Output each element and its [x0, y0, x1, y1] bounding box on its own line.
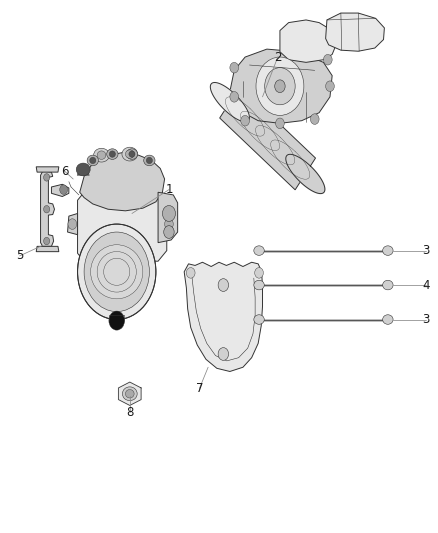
Ellipse shape — [122, 387, 137, 401]
Ellipse shape — [126, 149, 138, 159]
Polygon shape — [230, 49, 332, 123]
Ellipse shape — [90, 157, 96, 164]
Polygon shape — [162, 214, 175, 235]
Ellipse shape — [91, 245, 143, 299]
Ellipse shape — [265, 68, 295, 105]
Polygon shape — [80, 152, 165, 211]
Ellipse shape — [165, 219, 173, 229]
Ellipse shape — [109, 311, 124, 330]
Text: 3: 3 — [422, 313, 429, 326]
Ellipse shape — [60, 185, 67, 195]
Ellipse shape — [254, 315, 264, 324]
Ellipse shape — [125, 390, 134, 398]
Ellipse shape — [275, 80, 285, 93]
Text: 7: 7 — [196, 382, 203, 395]
Ellipse shape — [146, 157, 152, 164]
Text: 2: 2 — [274, 51, 282, 63]
Ellipse shape — [186, 268, 195, 278]
Ellipse shape — [104, 259, 130, 285]
Ellipse shape — [218, 348, 229, 360]
Ellipse shape — [241, 115, 250, 126]
Polygon shape — [280, 20, 336, 62]
Ellipse shape — [164, 225, 174, 238]
Ellipse shape — [125, 150, 134, 158]
Polygon shape — [78, 192, 167, 261]
Ellipse shape — [383, 246, 393, 255]
Polygon shape — [36, 167, 59, 172]
Ellipse shape — [276, 118, 284, 128]
Ellipse shape — [44, 206, 49, 213]
Ellipse shape — [84, 232, 149, 312]
Ellipse shape — [230, 62, 239, 73]
Text: 8: 8 — [126, 406, 134, 419]
Text: 5: 5 — [16, 249, 23, 262]
Ellipse shape — [87, 155, 99, 166]
Text: 4: 4 — [422, 279, 430, 292]
Ellipse shape — [129, 151, 135, 157]
Ellipse shape — [325, 81, 334, 92]
Ellipse shape — [94, 148, 110, 162]
Ellipse shape — [122, 147, 138, 161]
Ellipse shape — [218, 279, 229, 292]
Ellipse shape — [256, 57, 304, 115]
Ellipse shape — [254, 246, 264, 255]
Ellipse shape — [97, 252, 136, 292]
Polygon shape — [77, 173, 89, 175]
Polygon shape — [158, 192, 178, 243]
Ellipse shape — [254, 280, 264, 290]
Polygon shape — [286, 155, 325, 193]
Text: 3: 3 — [422, 244, 429, 257]
Polygon shape — [325, 13, 385, 51]
Polygon shape — [220, 86, 315, 190]
Ellipse shape — [97, 151, 106, 159]
Text: 1: 1 — [165, 183, 173, 196]
Ellipse shape — [68, 219, 77, 229]
Ellipse shape — [144, 155, 155, 166]
Ellipse shape — [383, 280, 393, 290]
Ellipse shape — [230, 92, 239, 102]
Ellipse shape — [107, 149, 118, 159]
Polygon shape — [41, 171, 54, 246]
Ellipse shape — [44, 174, 49, 181]
Ellipse shape — [383, 315, 393, 324]
Ellipse shape — [323, 54, 332, 65]
Polygon shape — [210, 83, 249, 122]
Ellipse shape — [78, 224, 156, 319]
Polygon shape — [36, 246, 59, 252]
Ellipse shape — [76, 163, 90, 176]
Ellipse shape — [110, 151, 116, 157]
Ellipse shape — [162, 206, 176, 221]
Ellipse shape — [254, 268, 263, 278]
Polygon shape — [67, 214, 78, 235]
Ellipse shape — [44, 237, 49, 245]
Polygon shape — [118, 382, 141, 406]
Ellipse shape — [311, 114, 319, 124]
Polygon shape — [51, 184, 69, 197]
Text: 6: 6 — [61, 165, 68, 177]
Polygon shape — [184, 262, 262, 372]
